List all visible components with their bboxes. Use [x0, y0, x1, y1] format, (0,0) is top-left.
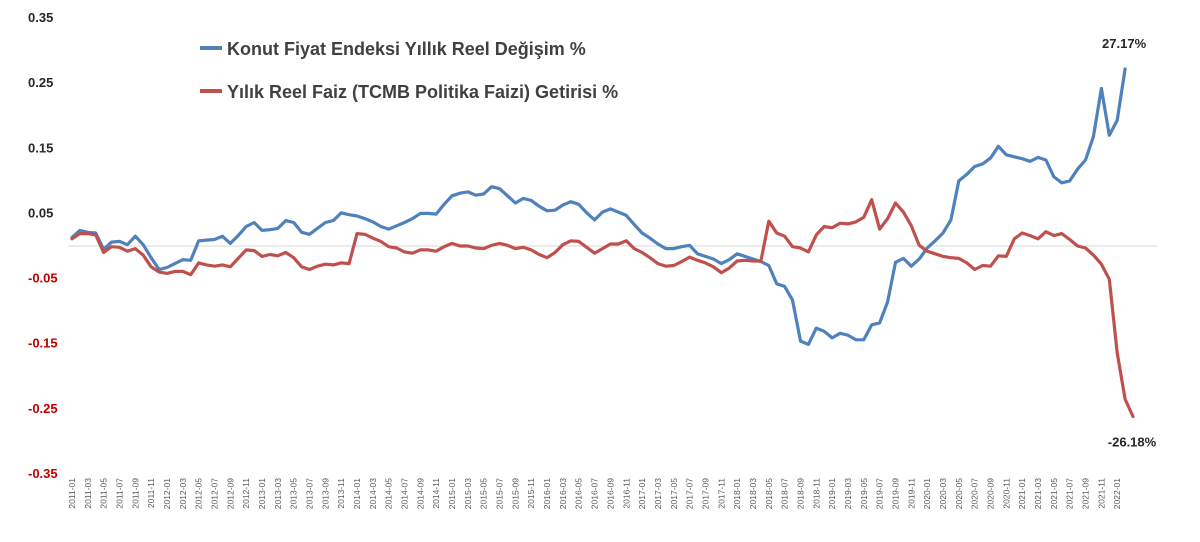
x-tick-label: 2020-09: [986, 478, 996, 509]
x-tick-label: 2014-01: [352, 478, 362, 509]
x-tick-label: 2015-09: [510, 478, 520, 509]
x-tick-label: 2021-05: [1049, 478, 1059, 509]
x-tick-label: 2017-03: [653, 478, 663, 509]
x-tick-label: 2011-09: [130, 478, 140, 509]
x-tick-label: 2018-03: [748, 478, 758, 509]
y-tick-label: 0.15: [28, 140, 53, 155]
x-tick-label: 2012-01: [162, 478, 172, 509]
legend: Konut Fiyat Endeksi Yıllık Reel Değişim …: [200, 39, 618, 102]
x-tick-label: 2015-11: [526, 478, 536, 509]
x-tick-label: 2014-11: [431, 478, 441, 509]
x-tick-label: 2015-01: [447, 478, 457, 509]
x-tick-label: 2017-11: [716, 478, 726, 509]
x-tick-label: 2019-05: [859, 478, 869, 509]
x-tick-label: 2013-03: [273, 478, 283, 509]
y-axis: 0.35 0.25 0.15 0.05 -0.05 -0.15 -0.25 -0.35: [28, 10, 58, 481]
series-line-real-interest: [70, 198, 1135, 419]
legend-item-house-price: Konut Fiyat Endeksi Yıllık Reel Değişim …: [200, 39, 586, 59]
x-tick-label: 2013-07: [305, 478, 315, 509]
legend-label-real-interest: Yılık Reel Faiz (TCMB Politika Faizi) Ge…: [227, 82, 618, 102]
x-tick-label: 2020-03: [938, 478, 948, 509]
x-tick-label: 2011-07: [115, 478, 125, 509]
x-tick-label: 2012-11: [241, 478, 251, 509]
x-tick-label: 2016-01: [542, 478, 552, 509]
y-tick-label: -0.05: [28, 271, 58, 286]
legend-item-real-interest: Yılık Reel Faiz (TCMB Politika Faizi) Ge…: [200, 82, 618, 102]
x-tick-label: 2012-05: [194, 478, 204, 509]
x-tick-label: 2018-01: [732, 478, 742, 509]
data-label-real-interest-last: -26.18%: [1108, 435, 1157, 450]
x-tick-label: 2015-03: [463, 478, 473, 509]
x-tick-label: 2021-11: [1096, 478, 1106, 509]
series-line-house-price: [70, 67, 1127, 346]
x-tick-label: 2016-09: [605, 478, 615, 509]
x-tick-label: 2022-01: [1112, 478, 1122, 509]
x-tick-label: 2016-05: [574, 478, 584, 509]
x-tick-label: 2015-05: [479, 478, 489, 509]
x-tick-label: 2013-11: [336, 478, 346, 509]
x-tick-label: 2020-11: [1001, 478, 1011, 509]
x-tick-label: 2021-09: [1081, 478, 1091, 509]
data-label-house-price-last: 27.17%: [1102, 36, 1147, 51]
x-tick-label: 2012-03: [178, 478, 188, 509]
y-tick-label: -0.35: [28, 466, 58, 481]
x-tick-label: 2020-05: [954, 478, 964, 509]
y-tick-label: 0.25: [28, 75, 53, 90]
x-tick-label: 2013-01: [257, 478, 267, 509]
x-tick-label: 2019-07: [875, 478, 885, 509]
x-tick-label: 2012-09: [225, 478, 235, 509]
x-tick-label: 2011-03: [83, 478, 93, 509]
x-tick-label: 2017-09: [700, 478, 710, 509]
x-axis: 2011-01 2011-03 2011-05 2011-07 2011-09 2011-…: [67, 478, 1122, 509]
x-tick-label: 2014-09: [415, 478, 425, 509]
x-tick-label: 2011-01: [67, 478, 77, 509]
y-tick-label: 0.05: [28, 205, 53, 220]
x-tick-label: 2012-07: [210, 478, 220, 509]
y-tick-label: -0.25: [28, 401, 58, 416]
x-tick-label: 2021-07: [1065, 478, 1075, 509]
legend-label-house-price: Konut Fiyat Endeksi Yıllık Reel Değişim …: [227, 39, 586, 59]
x-tick-label: 2015-07: [495, 478, 505, 509]
x-tick-label: 2013-05: [289, 478, 299, 509]
x-tick-label: 2019-01: [827, 478, 837, 509]
x-tick-label: 2011-05: [99, 478, 109, 509]
y-tick-label: -0.15: [28, 336, 58, 351]
x-tick-label: 2014-07: [400, 478, 410, 509]
x-tick-label: 2017-01: [637, 478, 647, 509]
x-tick-label: 2016-03: [558, 478, 568, 509]
x-tick-label: 2019-09: [891, 478, 901, 509]
x-tick-label: 2014-05: [384, 478, 394, 509]
x-tick-label: 2011-11: [146, 478, 156, 508]
x-tick-label: 2017-05: [669, 478, 679, 509]
x-tick-label: 2019-11: [906, 478, 916, 509]
x-tick-label: 2018-05: [764, 478, 774, 509]
x-tick-label: 2020-07: [970, 478, 980, 509]
x-tick-label: 2014-03: [368, 478, 378, 509]
x-tick-label: 2017-07: [685, 478, 695, 509]
x-tick-label: 2018-09: [796, 478, 806, 509]
y-tick-label: 0.35: [28, 10, 53, 25]
x-tick-label: 2020-01: [922, 478, 932, 509]
x-tick-label: 2013-09: [320, 478, 330, 509]
x-tick-label: 2021-03: [1033, 478, 1043, 509]
x-tick-label: 2019-03: [843, 478, 853, 509]
x-tick-label: 2018-07: [780, 478, 790, 509]
x-tick-label: 2018-11: [811, 478, 821, 509]
x-tick-label: 2016-07: [590, 478, 600, 509]
series-layer: [70, 67, 1135, 419]
x-tick-label: 2021-01: [1017, 478, 1027, 509]
x-tick-label: 2016-11: [621, 478, 631, 509]
